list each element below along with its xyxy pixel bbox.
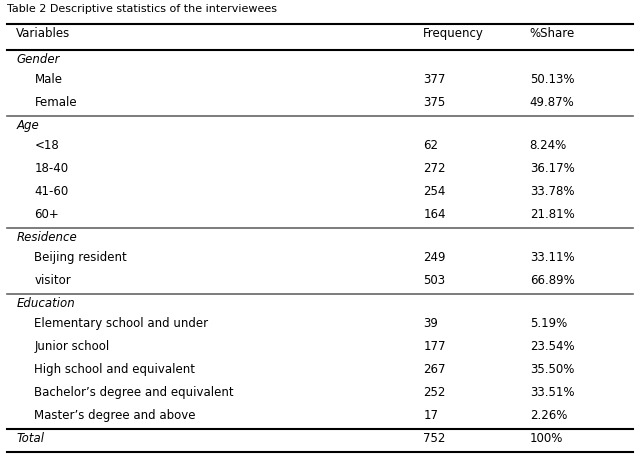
Text: 254: 254	[423, 185, 445, 198]
Text: Master’s degree and above: Master’s degree and above	[35, 409, 196, 422]
Text: 23.54%: 23.54%	[530, 340, 574, 353]
Text: 272: 272	[423, 162, 446, 175]
Text: 33.78%: 33.78%	[530, 185, 574, 198]
Text: 49.87%: 49.87%	[530, 96, 575, 109]
Text: 36.17%: 36.17%	[530, 162, 575, 175]
Text: Total: Total	[17, 432, 44, 445]
Text: 177: 177	[423, 340, 446, 353]
Text: Bachelor’s degree and equivalent: Bachelor’s degree and equivalent	[35, 386, 234, 399]
Text: 249: 249	[423, 251, 446, 264]
Text: 5.19%: 5.19%	[530, 317, 567, 330]
Text: 503: 503	[423, 274, 445, 287]
Text: 8.24%: 8.24%	[530, 139, 567, 152]
Text: Junior school: Junior school	[35, 340, 109, 353]
Text: Education: Education	[17, 297, 75, 310]
Text: Age: Age	[17, 119, 39, 132]
Text: Table 2 Descriptive statistics of the interviewees: Table 2 Descriptive statistics of the in…	[7, 4, 277, 14]
Text: %Share: %Share	[530, 27, 575, 40]
Text: Elementary school and under: Elementary school and under	[35, 317, 209, 330]
Text: 100%: 100%	[530, 432, 563, 445]
Text: 21.81%: 21.81%	[530, 208, 575, 221]
Text: High school and equivalent: High school and equivalent	[35, 363, 195, 376]
Text: 377: 377	[423, 73, 445, 86]
Text: visitor: visitor	[35, 274, 71, 287]
Text: 35.50%: 35.50%	[530, 363, 574, 376]
Text: 41-60: 41-60	[35, 185, 68, 198]
Text: Gender: Gender	[17, 53, 60, 66]
Text: 17: 17	[423, 409, 438, 422]
Text: 252: 252	[423, 386, 445, 399]
Text: <18: <18	[35, 139, 59, 152]
Text: Frequency: Frequency	[423, 27, 484, 40]
Text: Variables: Variables	[17, 27, 70, 40]
Text: 33.11%: 33.11%	[530, 251, 574, 264]
Text: 62: 62	[423, 139, 438, 152]
Text: 2.26%: 2.26%	[530, 409, 567, 422]
Text: 66.89%: 66.89%	[530, 274, 575, 287]
Text: 752: 752	[423, 432, 445, 445]
Text: 33.51%: 33.51%	[530, 386, 574, 399]
Text: 18-40: 18-40	[35, 162, 68, 175]
Text: 375: 375	[423, 96, 445, 109]
Text: Female: Female	[35, 96, 77, 109]
Text: 50.13%: 50.13%	[530, 73, 574, 86]
Text: 60+: 60+	[35, 208, 59, 221]
Text: 164: 164	[423, 208, 446, 221]
Text: 39: 39	[423, 317, 438, 330]
Text: Beijing resident: Beijing resident	[35, 251, 127, 264]
Text: Residence: Residence	[17, 231, 77, 244]
Text: 267: 267	[423, 363, 446, 376]
Text: Male: Male	[35, 73, 62, 86]
